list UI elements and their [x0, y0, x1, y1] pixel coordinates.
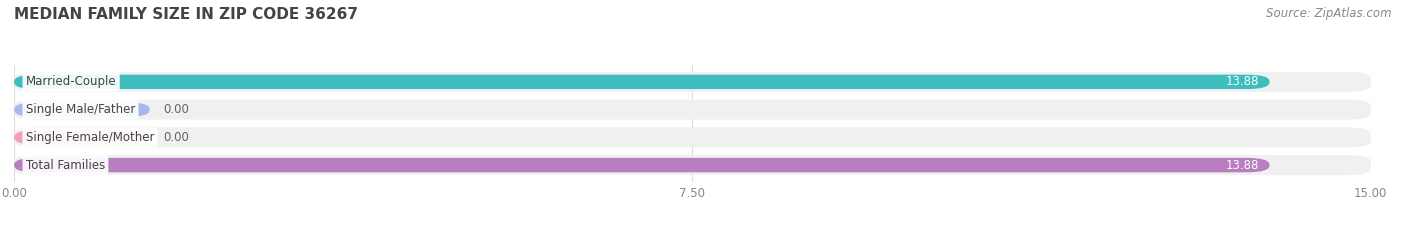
FancyBboxPatch shape: [14, 72, 1371, 92]
FancyBboxPatch shape: [14, 127, 1371, 147]
FancyBboxPatch shape: [14, 155, 1371, 175]
Text: Single Female/Mother: Single Female/Mother: [25, 131, 155, 144]
FancyBboxPatch shape: [14, 130, 149, 144]
Text: 13.88: 13.88: [1225, 159, 1258, 171]
Text: MEDIAN FAMILY SIZE IN ZIP CODE 36267: MEDIAN FAMILY SIZE IN ZIP CODE 36267: [14, 7, 359, 22]
Text: 0.00: 0.00: [163, 103, 190, 116]
Text: Source: ZipAtlas.com: Source: ZipAtlas.com: [1267, 7, 1392, 20]
Text: 0.00: 0.00: [163, 131, 190, 144]
FancyBboxPatch shape: [14, 103, 149, 117]
FancyBboxPatch shape: [14, 158, 1270, 172]
Text: Married-Couple: Married-Couple: [25, 75, 117, 88]
Text: 13.88: 13.88: [1225, 75, 1258, 88]
Text: Single Male/Father: Single Male/Father: [25, 103, 135, 116]
Text: Total Families: Total Families: [25, 159, 105, 171]
FancyBboxPatch shape: [14, 75, 1270, 89]
FancyBboxPatch shape: [14, 100, 1371, 120]
